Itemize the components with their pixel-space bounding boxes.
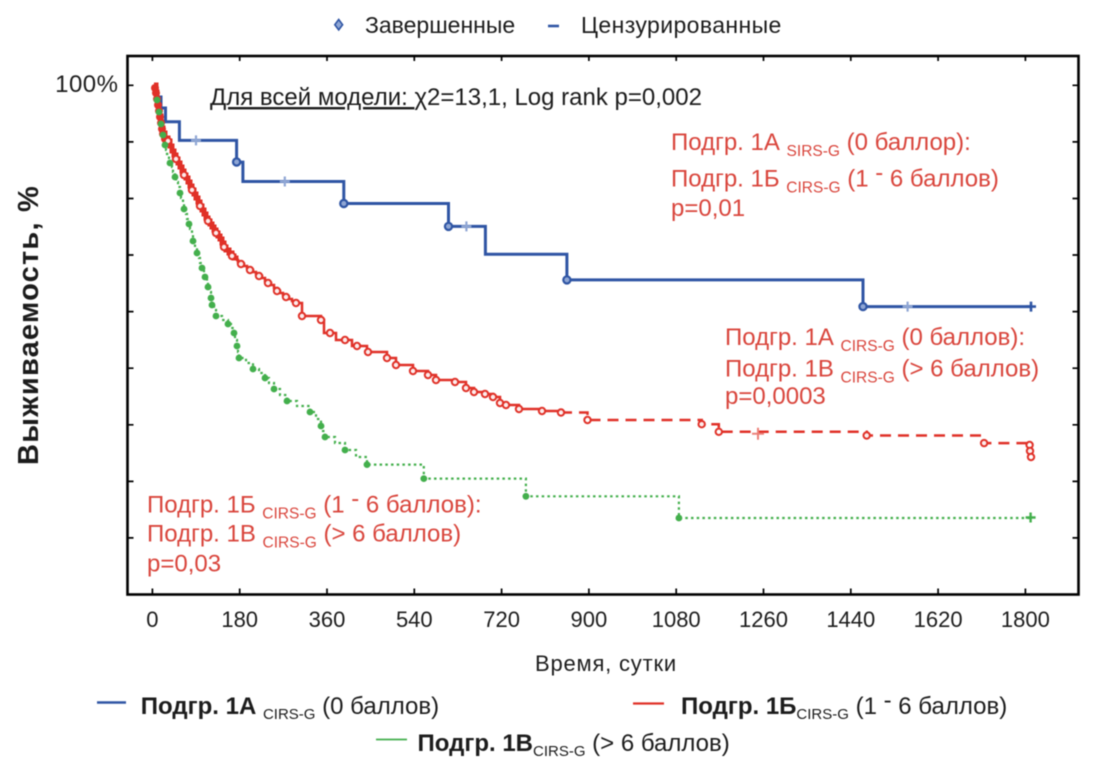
svg-text:900: 900 [571, 607, 608, 632]
svg-text:Подгр. 1А CIRS-G (0 баллов):: Подгр. 1А CIRS-G (0 баллов): [725, 324, 1025, 355]
svg-text:Время, сутки: Время, сутки [535, 651, 677, 676]
svg-text:180: 180 [221, 607, 258, 632]
svg-text:Подгр. 1ВCIRS-G (> 6 баллов): Подгр. 1ВCIRS-G (> 6 баллов) [418, 730, 730, 760]
svg-text:1620: 1620 [914, 607, 963, 632]
svg-text:0: 0 [146, 607, 158, 632]
svg-text:p=0,03: p=0,03 [147, 551, 221, 578]
svg-text:Цензурированные: Цензурированные [581, 12, 782, 38]
svg-text:Для всей модели: χ2=13,1, Log: Для всей модели: χ2=13,1, Log rank p=0,0… [210, 84, 702, 111]
svg-text:1800: 1800 [1001, 607, 1050, 632]
svg-text:Выживаемость, %: Выживаемость, % [13, 185, 45, 465]
svg-text:100%: 100% [55, 71, 118, 98]
svg-text:Подгр. 1А CIRS-G (0 баллов): Подгр. 1А CIRS-G (0 баллов) [141, 693, 439, 723]
svg-text:360: 360 [309, 607, 346, 632]
svg-text:1080: 1080 [652, 607, 701, 632]
svg-text:1260: 1260 [739, 607, 788, 632]
svg-text:540: 540 [396, 607, 433, 632]
svg-text:1440: 1440 [826, 607, 875, 632]
svg-text:p=0,0003: p=0,0003 [725, 383, 826, 410]
svg-text:Подгр. 1А SIRS-G (0 баллор):: Подгр. 1А SIRS-G (0 баллор): [671, 129, 971, 160]
svg-text:Завершенные: Завершенные [365, 12, 515, 38]
svg-text:Подгр. 1БCIRS-G (1 - 6 баллов): Подгр. 1БCIRS-G (1 - 6 баллов) [681, 687, 1007, 723]
svg-text:p=0,01: p=0,01 [671, 195, 745, 222]
svg-text:720: 720 [483, 607, 520, 632]
